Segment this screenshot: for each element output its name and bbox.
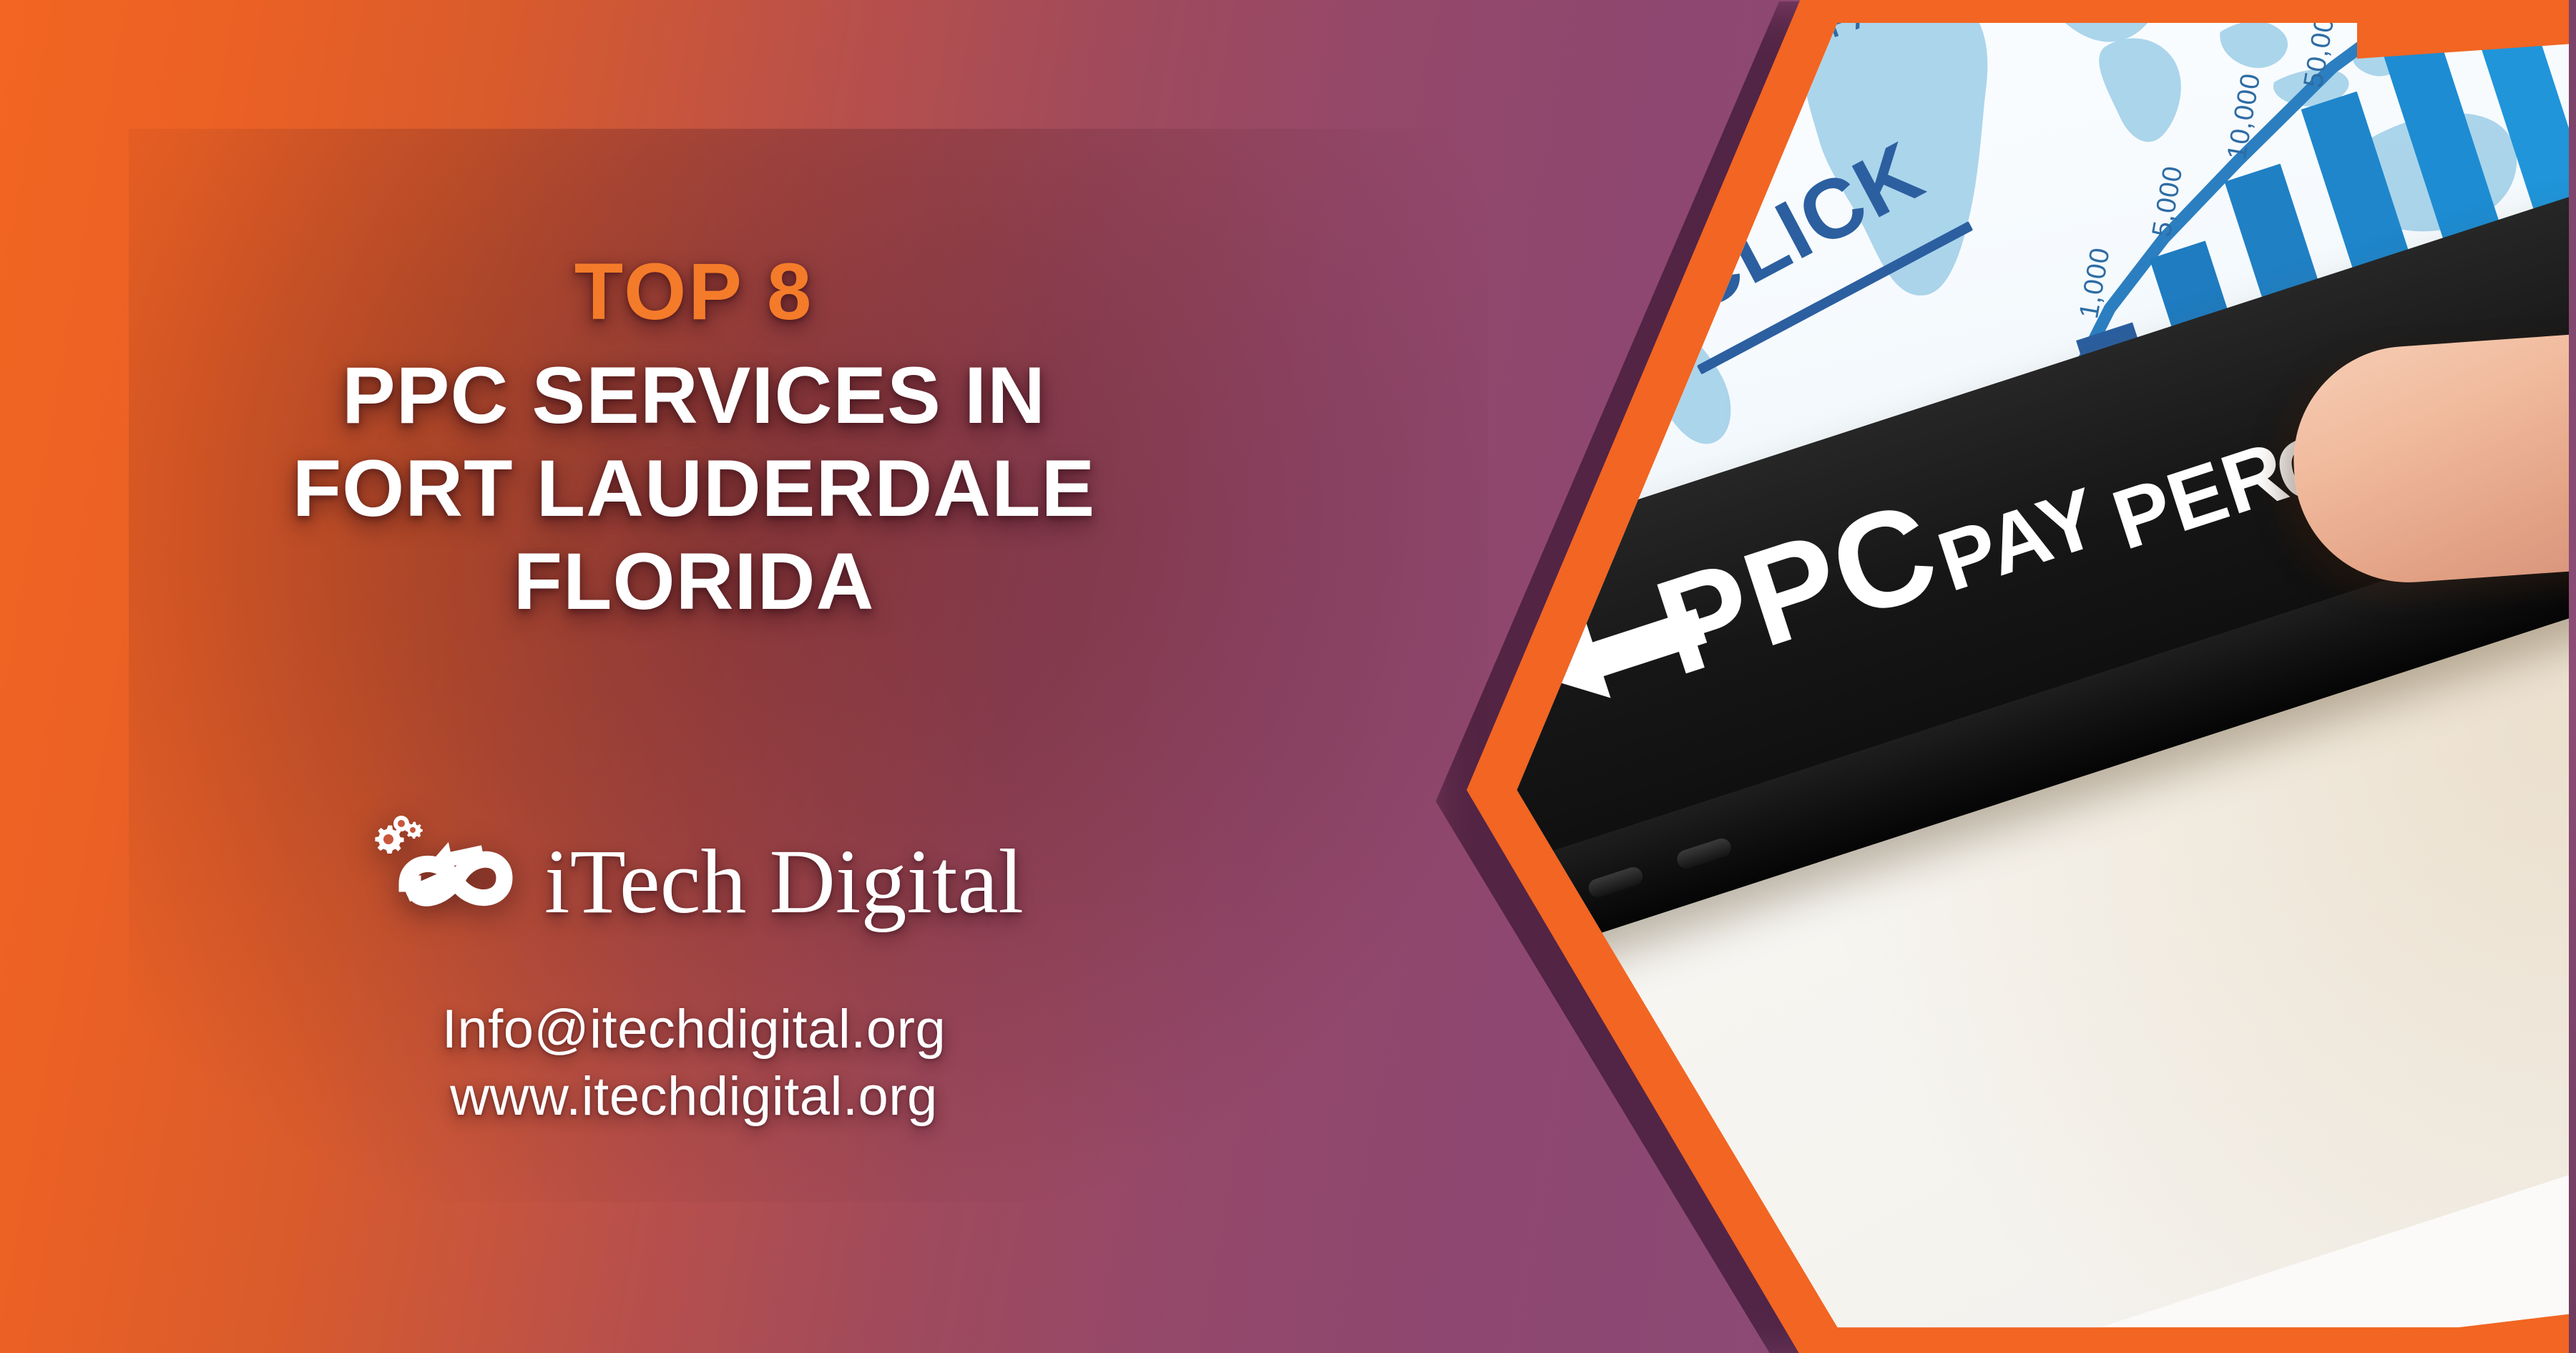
screen-word-pay: PAY xyxy=(1927,469,2111,610)
left-arrow-icon xyxy=(1542,608,1708,698)
text-column: TOP 8 PPC SERVICES IN FORT LAUDERDALE FL… xyxy=(0,247,1388,1130)
headline-line-1: PPC SERVICES IN xyxy=(342,351,1046,440)
eyebrow-label: TOP 8 xyxy=(574,247,814,336)
bar-chart: 1,0005,00010,00050,000100,000500,0001,00… xyxy=(1944,23,2576,470)
infinity-arrows-gears-icon xyxy=(375,816,513,907)
contact-email[interactable]: Info@itechdigital.org xyxy=(441,999,946,1060)
keyword-analysis: ANALYSIS xyxy=(1441,6,1647,148)
page-title: PPC SERVICES IN FORT LAUDERDALE FLORIDA xyxy=(0,349,1388,628)
phone-button-1[interactable] xyxy=(1586,864,1645,900)
brand-logo: iTech Digital xyxy=(0,812,1388,951)
phone-screen[interactable]: PPC PAY PER CLICK xyxy=(1517,190,2576,864)
keyword-www: WWW xyxy=(1487,247,1597,348)
contact-website[interactable]: www.itechdigital.org xyxy=(450,1066,938,1128)
right-edge-strip xyxy=(2569,0,2576,1353)
contact-block: Info@itechdigital.org www.itechdigital.o… xyxy=(0,996,1388,1130)
smartphone: PPC PAY PER CLICK xyxy=(1517,190,2576,952)
brand-name: iTech Digital xyxy=(544,831,1024,932)
photo-panel: TISING CAMPAIGN OPTIMIZATION SEARCH ANAL… xyxy=(1436,0,2576,1353)
photo-scene: TISING CAMPAIGN OPTIMIZATION SEARCH ANAL… xyxy=(1441,6,2576,1328)
headline-line-3: FLORIDA xyxy=(513,536,875,626)
photo-clip-region: TISING CAMPAIGN OPTIMIZATION SEARCH ANAL… xyxy=(1441,6,2576,1328)
phone-button-2[interactable] xyxy=(1674,836,1734,871)
growth-trend-line xyxy=(2065,23,2576,391)
keyword-keywords: WORDS xyxy=(1449,153,1617,258)
screen-word-ppc: PPC xyxy=(1639,472,1954,705)
headline-line-2: FORT LAUDERDALE xyxy=(292,443,1096,533)
